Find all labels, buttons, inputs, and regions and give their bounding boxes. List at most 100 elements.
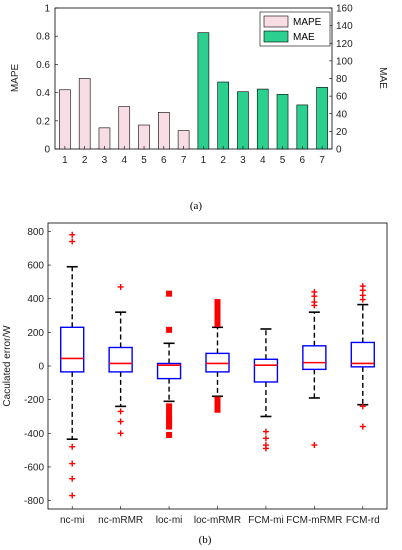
outlier-point bbox=[166, 413, 173, 420]
x-tick-label: 6 bbox=[300, 155, 306, 166]
y-tick-label: 0 bbox=[38, 362, 44, 373]
x-tick-label: 4 bbox=[121, 155, 127, 166]
y-tick-label: -400 bbox=[24, 429, 44, 440]
bar-mae-2 bbox=[217, 81, 229, 150]
x-tick-label: FCM-mi bbox=[248, 515, 284, 526]
y-tick-label: -800 bbox=[24, 496, 44, 507]
outlier-point bbox=[214, 406, 221, 413]
y2-tick-label: 160 bbox=[336, 4, 353, 15]
outlier-point bbox=[262, 445, 269, 452]
x-tick-label: 7 bbox=[181, 155, 187, 166]
y-tick-label: 0.4 bbox=[36, 88, 50, 99]
x-tick-label: 4 bbox=[260, 155, 266, 166]
legend-label-mape: MAPE bbox=[293, 17, 322, 28]
box-FCM-mi bbox=[253, 358, 279, 383]
outlier-point bbox=[166, 290, 173, 297]
bar-mae-6 bbox=[296, 104, 309, 150]
bar-mae-3 bbox=[237, 91, 249, 150]
outlier-point bbox=[359, 403, 366, 410]
outlier-point bbox=[359, 287, 366, 294]
x-tick-label: nc-mi bbox=[60, 515, 84, 526]
box-loc-mi bbox=[156, 362, 182, 380]
panel-a-legend: MAPE MAE bbox=[259, 11, 331, 47]
bar-mape-4 bbox=[118, 106, 131, 150]
bar-mape-2 bbox=[78, 78, 91, 150]
legend-label-mae: MAE bbox=[293, 32, 315, 43]
bar-mape-3 bbox=[98, 127, 111, 150]
panel-b-frame bbox=[47, 222, 388, 510]
x-tick-label: 5 bbox=[280, 155, 286, 166]
outlier-point bbox=[166, 326, 173, 333]
outlier-point bbox=[359, 423, 366, 430]
y-tick-label: -600 bbox=[24, 462, 44, 473]
outlier-point bbox=[117, 408, 124, 415]
outlier-point bbox=[359, 296, 366, 303]
box-FCM-mRMR bbox=[302, 345, 327, 371]
x-tick-label: 2 bbox=[220, 155, 226, 166]
y2-tick-label: 80 bbox=[336, 74, 348, 85]
bar-mape-5 bbox=[138, 124, 150, 150]
bar-mape-1 bbox=[59, 89, 71, 150]
bar-mae-5 bbox=[276, 94, 289, 150]
outlier-point bbox=[69, 443, 76, 450]
y2-tick-label: 20 bbox=[336, 127, 348, 138]
panel-b-y-axis-label: Caculated error/W bbox=[2, 325, 13, 407]
panel-a-caption: (a) bbox=[190, 200, 203, 212]
y-tick-label: 0 bbox=[44, 145, 50, 156]
bar-mape-6 bbox=[158, 112, 170, 150]
outlier-point bbox=[166, 403, 173, 410]
x-tick-label: 5 bbox=[141, 155, 147, 166]
outlier-point bbox=[166, 408, 173, 415]
panel-b-boxes bbox=[60, 231, 375, 499]
x-tick-label: 2 bbox=[82, 155, 88, 166]
panel-a-ticks: 1 2 3 4 5 6 7 1 2 3 4 5 6 700.20.40.60.81020406080100… bbox=[36, 4, 353, 167]
x-tick-label: loc-mRMR bbox=[194, 515, 241, 526]
outlier-point bbox=[69, 460, 76, 467]
outlier-point bbox=[166, 416, 173, 423]
box-nc-mi bbox=[60, 326, 85, 373]
x-tick-label: 1 bbox=[62, 155, 68, 166]
x-tick-label: 3 bbox=[102, 155, 108, 166]
y2-tick-label: 100 bbox=[336, 56, 353, 67]
y2-tick-label: 60 bbox=[336, 92, 348, 103]
panel-b-ticks: -800 -600 -400 -200 0 200 400 600 800 nc-mi nc-mRM… bbox=[24, 227, 380, 526]
outlier-point bbox=[69, 492, 76, 499]
outlier-point bbox=[262, 428, 269, 435]
y-tick-label: 0.2 bbox=[36, 116, 50, 127]
panel-b-box-plot: -800 -600 -400 -200 0 200 400 600 800 nc-mi nc-mRM… bbox=[2, 222, 388, 546]
outlier-point bbox=[69, 238, 76, 245]
outlier-point bbox=[117, 418, 124, 425]
panel-a-bar-chart: 1 2 3 4 5 6 7 1 2 3 4 5 6 700.20.40.60.81020406080100… bbox=[10, 4, 388, 213]
y2-tick-label: 120 bbox=[336, 39, 353, 50]
x-tick-label: loc-mi bbox=[156, 515, 183, 526]
y2-tick-label: 0 bbox=[336, 145, 342, 156]
box-FCM-rd bbox=[350, 341, 375, 368]
x-tick-label: nc-mRMR bbox=[98, 515, 143, 526]
box-nc-mRMR bbox=[108, 346, 133, 373]
legend-swatch-mape bbox=[263, 15, 289, 28]
outlier-point bbox=[311, 302, 318, 309]
box-loc-mRMR bbox=[205, 352, 230, 373]
x-tick-label: FCM-mRMR bbox=[286, 515, 342, 526]
outlier-point bbox=[166, 420, 173, 427]
outlier-point bbox=[117, 430, 124, 437]
x-tick-label: 6 bbox=[161, 155, 167, 166]
panel-b-caption: (b) bbox=[199, 534, 212, 546]
y-tick-label: 600 bbox=[27, 261, 44, 272]
bar-mae-7 bbox=[316, 87, 328, 150]
outlier-point bbox=[214, 320, 221, 327]
panel-a-bars bbox=[59, 32, 328, 150]
y-tick-label: 800 bbox=[27, 227, 44, 238]
outlier-point bbox=[166, 423, 173, 430]
bar-mae-4 bbox=[256, 88, 269, 150]
outlier-point bbox=[69, 475, 76, 482]
panel-a-left-axis-label: MAPE bbox=[10, 64, 21, 93]
y-tick-label: -200 bbox=[24, 395, 44, 406]
x-tick-label: 7 bbox=[319, 155, 325, 166]
x-tick-label: 3 bbox=[240, 155, 246, 166]
panel-a-right-axis-label: MAE bbox=[377, 67, 388, 89]
legend-swatch-mae bbox=[263, 30, 289, 43]
outlier-point bbox=[311, 293, 318, 300]
outlier-point bbox=[166, 431, 173, 438]
